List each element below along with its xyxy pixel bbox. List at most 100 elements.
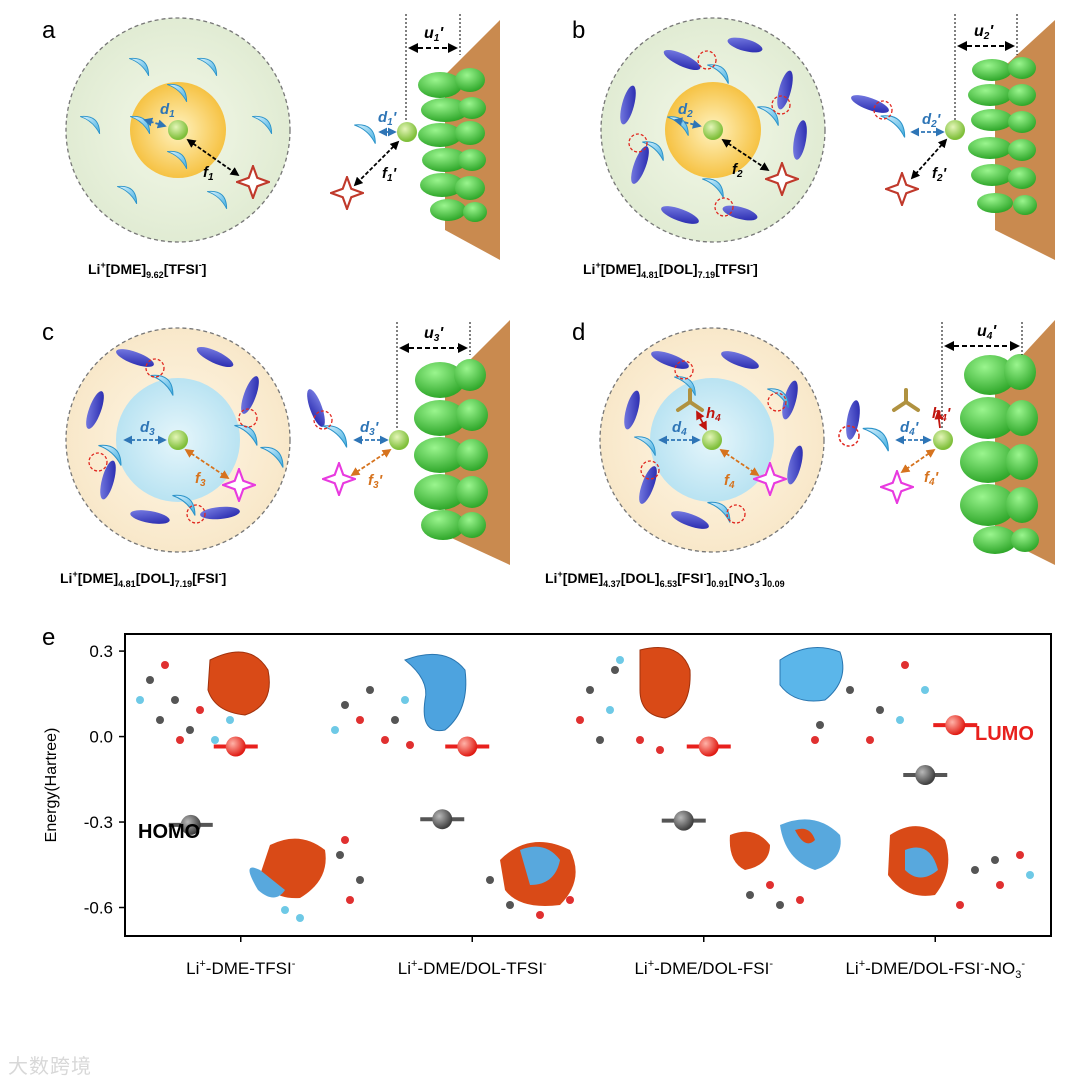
homo-level-marker bbox=[915, 765, 936, 786]
li-ion bbox=[702, 430, 722, 450]
dol-oval bbox=[851, 95, 889, 113]
f1p-label: f1' bbox=[382, 165, 397, 184]
panel-letter-b: b bbox=[572, 17, 585, 44]
homo-orbital-4 bbox=[888, 826, 1034, 909]
f3p-label: f3' bbox=[368, 472, 383, 491]
sei-deposit bbox=[418, 68, 487, 222]
d1-label: d1 bbox=[160, 101, 175, 120]
sei-deposit bbox=[960, 354, 1039, 554]
coordination-circle bbox=[873, 100, 893, 120]
y-axis-label: Energy(Hartree) bbox=[43, 728, 60, 843]
u3-label: u3' bbox=[424, 325, 444, 344]
f4-arrow bbox=[719, 448, 760, 477]
anion-star bbox=[322, 462, 356, 496]
f2p-label: f2' bbox=[932, 165, 947, 184]
f3p-arrow bbox=[350, 449, 392, 476]
homo-level-marker bbox=[673, 810, 694, 831]
x-tick-label: Li+-DME/DOL-FSI- bbox=[634, 958, 773, 978]
y-tick-label: 0.0 bbox=[89, 728, 113, 747]
x-tick-label: Li+-DME/DOL-TFSI- bbox=[398, 958, 547, 978]
homo-annotation: HOMO bbox=[138, 821, 200, 843]
plot-frame bbox=[124, 633, 1052, 937]
homo-orbital-1 bbox=[249, 836, 364, 922]
dol-ovals bbox=[86, 346, 259, 524]
lumo-orbital-1 bbox=[136, 651, 270, 744]
nitrate-tripod bbox=[676, 388, 704, 412]
watermark: 大数跨境 bbox=[8, 1054, 92, 1078]
sei-deposit bbox=[968, 57, 1037, 215]
homo-level-marker bbox=[180, 814, 201, 835]
lumo-level-marker bbox=[457, 736, 478, 757]
lumo-level-marker bbox=[945, 715, 966, 736]
f3-label: f3 bbox=[195, 470, 206, 489]
homo-orbital-3 bbox=[729, 819, 841, 909]
d1-arrow bbox=[143, 117, 167, 129]
f1-label: f1 bbox=[203, 164, 214, 183]
y-tick-label: 0.3 bbox=[89, 642, 113, 661]
panel-e: e Energy(Hartree) 0.3 0.0 -0.3 -0.6 Li+-DME… bbox=[42, 624, 1052, 981]
y-ticks: 0.3 0.0 -0.3 -0.6 bbox=[84, 642, 125, 918]
d3-label: d3 bbox=[140, 419, 155, 438]
f2-arrow bbox=[721, 139, 770, 171]
x-tick-label: Li+-DME-TFSI- bbox=[186, 958, 296, 978]
d3p-label: d3' bbox=[360, 419, 379, 438]
d2p-label: d2' bbox=[922, 111, 941, 130]
f4-label: f4 bbox=[724, 472, 735, 491]
dme-crescent bbox=[862, 427, 889, 452]
li-ion bbox=[168, 120, 188, 140]
anion-star bbox=[880, 470, 914, 504]
dol-oval bbox=[307, 389, 325, 427]
f2p-arrow bbox=[910, 138, 948, 180]
panel-letter-c: c bbox=[42, 319, 54, 346]
panel-letter-a: a bbox=[42, 17, 56, 44]
formula-c: Li+[DME]4.81[DOL]7.19[FSI-] bbox=[60, 569, 226, 589]
formula-d: Li+[DME]4.37[DOL]6.53[FSI-]0.91[NO3-]0.0… bbox=[545, 569, 785, 589]
f4p-label: f4' bbox=[924, 469, 939, 488]
u1-label: u1' bbox=[424, 25, 444, 44]
f1-arrow bbox=[186, 138, 240, 177]
f4p-arrow bbox=[900, 448, 936, 474]
li-ion bbox=[397, 122, 417, 142]
energy-levels bbox=[168, 715, 978, 835]
nitrate-tripod bbox=[892, 388, 920, 412]
u4-label: u4' bbox=[977, 323, 997, 342]
lumo-annotation: LUMO bbox=[975, 723, 1034, 745]
u2-label: u2' bbox=[974, 23, 994, 42]
f3-arrow bbox=[184, 449, 230, 479]
panel-letter-d: d bbox=[572, 319, 585, 346]
h4-label: h4 bbox=[706, 405, 721, 424]
homo-level-marker bbox=[432, 809, 453, 830]
d4-label: d4 bbox=[672, 419, 687, 438]
orbital-illustrations bbox=[136, 647, 1034, 922]
y-tick-label: -0.6 bbox=[84, 899, 113, 918]
f1p-arrow bbox=[353, 140, 400, 187]
d2-label: d2 bbox=[678, 101, 693, 120]
d4p-label: d4' bbox=[900, 419, 919, 438]
panel-letter-e: e bbox=[42, 624, 55, 651]
panel-d: d h4 d4 f4 bbox=[545, 319, 1055, 589]
dme-crescent bbox=[353, 124, 376, 145]
d2-arrow bbox=[673, 117, 702, 129]
panel-a: a d1 f1 Li+[DME]9.62[TFSI-] bbox=[42, 14, 500, 280]
homo-orbital-2 bbox=[486, 842, 576, 919]
d1p-label: d1' bbox=[378, 109, 397, 128]
li-ion bbox=[703, 120, 723, 140]
f2-label: f2 bbox=[732, 161, 743, 180]
formula-b: Li+[DME]4.81[DOL]7.19[TFSI-] bbox=[583, 260, 758, 280]
sei-deposit bbox=[414, 359, 488, 540]
h4-arrow bbox=[696, 410, 707, 431]
coordination-circles bbox=[640, 360, 787, 524]
coordination-circles bbox=[628, 50, 791, 217]
y-tick-label: -0.3 bbox=[84, 813, 113, 832]
li-ion bbox=[389, 430, 409, 450]
dol-ovals bbox=[624, 351, 803, 529]
formula-a: Li+[DME]9.62[TFSI-] bbox=[88, 260, 206, 280]
lumo-orbital-4 bbox=[779, 647, 929, 744]
lumo-level-marker bbox=[698, 736, 719, 757]
panel-b: b d2 f2 Li+[DME]4.81[DOL]7.19[ bbox=[572, 14, 1055, 280]
coordination-circle bbox=[838, 425, 860, 447]
x-ticks: Li+-DME-TFSI- Li+-DME/DOL-TFSI- Li+-DME/DO… bbox=[186, 936, 1025, 981]
li-ion bbox=[945, 120, 965, 140]
h4p-label: h4' bbox=[932, 405, 951, 424]
